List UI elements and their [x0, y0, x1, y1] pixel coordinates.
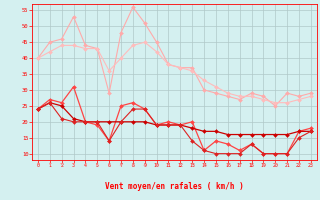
X-axis label: Vent moyen/en rafales ( km/h ): Vent moyen/en rafales ( km/h ) — [105, 182, 244, 191]
